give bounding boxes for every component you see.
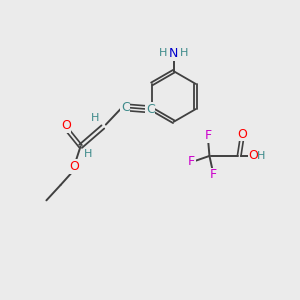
Text: O: O <box>61 119 70 132</box>
Text: O: O <box>69 160 79 173</box>
Text: F: F <box>204 129 211 142</box>
Text: H: H <box>159 47 167 58</box>
Text: O: O <box>248 149 258 162</box>
Text: H: H <box>84 149 92 159</box>
Text: F: F <box>209 168 217 181</box>
Text: C: C <box>121 101 130 114</box>
Text: N: N <box>169 47 178 60</box>
Text: H: H <box>91 113 100 123</box>
Text: O: O <box>237 128 247 141</box>
Text: C: C <box>146 103 155 116</box>
Text: H: H <box>256 151 265 161</box>
Text: F: F <box>188 155 195 168</box>
Text: H: H <box>180 47 189 58</box>
